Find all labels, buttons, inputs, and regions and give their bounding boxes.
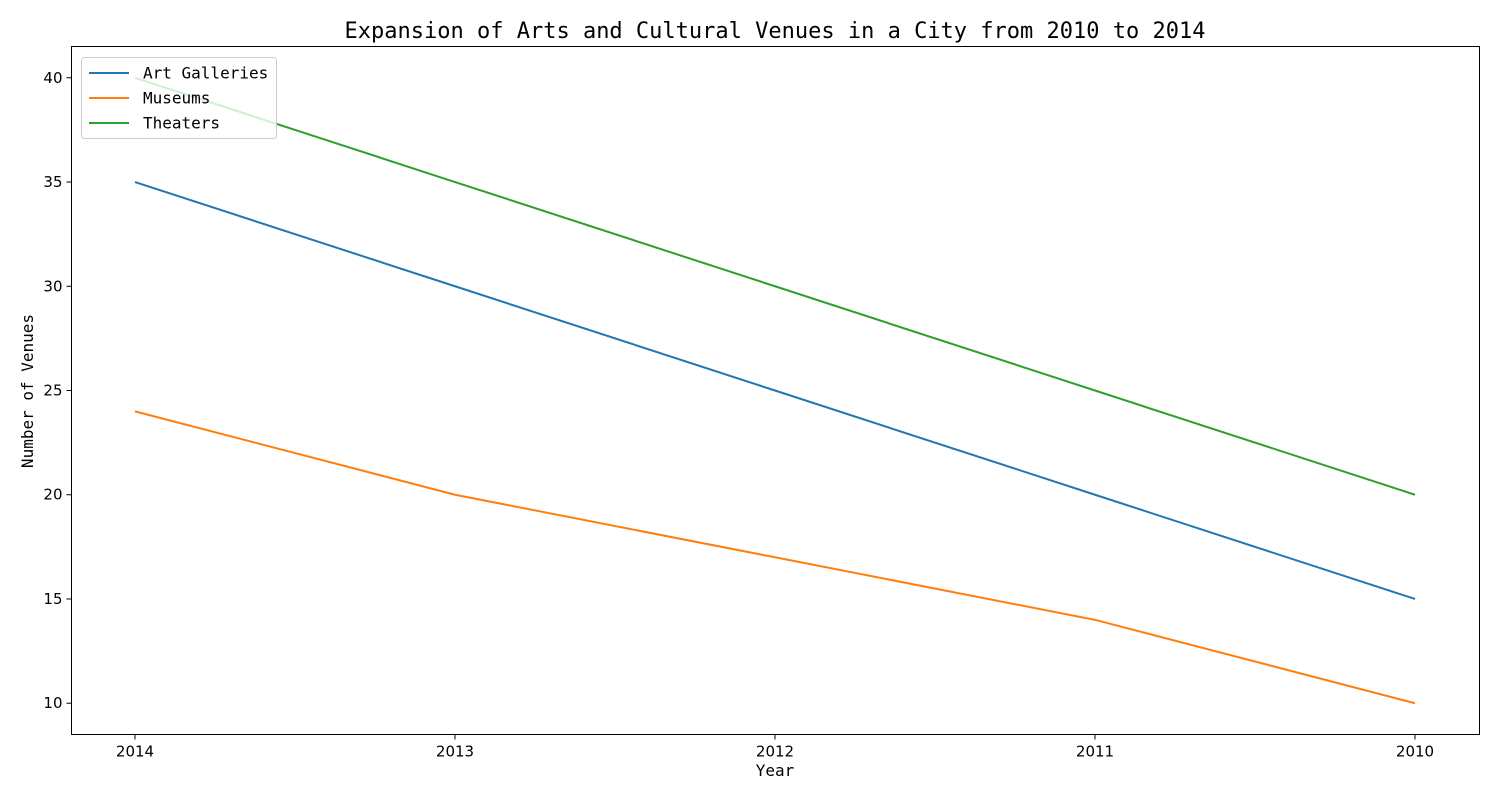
x-axis-label: Year xyxy=(756,761,795,780)
legend-label-theaters: Theaters xyxy=(143,114,220,133)
y-tick-label: 15 xyxy=(43,590,62,608)
y-axis: 10 15 20 25 30 35 40 xyxy=(43,69,72,712)
chart-title: Expansion of Arts and Cultural Venues in… xyxy=(345,19,1206,44)
y-tick-label: 40 xyxy=(43,69,62,87)
y-tick-label: 25 xyxy=(43,382,62,400)
legend-label-museums: Museums xyxy=(143,89,210,108)
series-line-theaters xyxy=(134,76,1416,496)
y-axis-label: Number of Venues xyxy=(18,314,37,468)
series-line-art-galleries xyxy=(134,181,1416,600)
legend[interactable]: Art Galleries Museums Theaters xyxy=(81,57,277,139)
x-tick-label: 2011 xyxy=(1076,743,1114,761)
y-tick-label: 35 xyxy=(43,173,62,191)
series-lines xyxy=(134,76,1416,705)
series-line-museums xyxy=(134,410,1416,705)
y-tick-label: 20 xyxy=(43,486,62,504)
x-tick-label: 2014 xyxy=(116,743,154,761)
x-tick-label: 2012 xyxy=(756,743,794,761)
y-tick-label: 10 xyxy=(43,694,62,712)
x-tick-label: 2013 xyxy=(436,743,474,761)
legend-box xyxy=(81,57,277,139)
y-tick-label: 30 xyxy=(43,277,62,295)
x-tick-label: 2010 xyxy=(1396,743,1434,761)
x-axis: 2014 2013 2012 2011 2010 xyxy=(116,734,1434,761)
legend-label-art-galleries: Art Galleries xyxy=(143,64,268,83)
